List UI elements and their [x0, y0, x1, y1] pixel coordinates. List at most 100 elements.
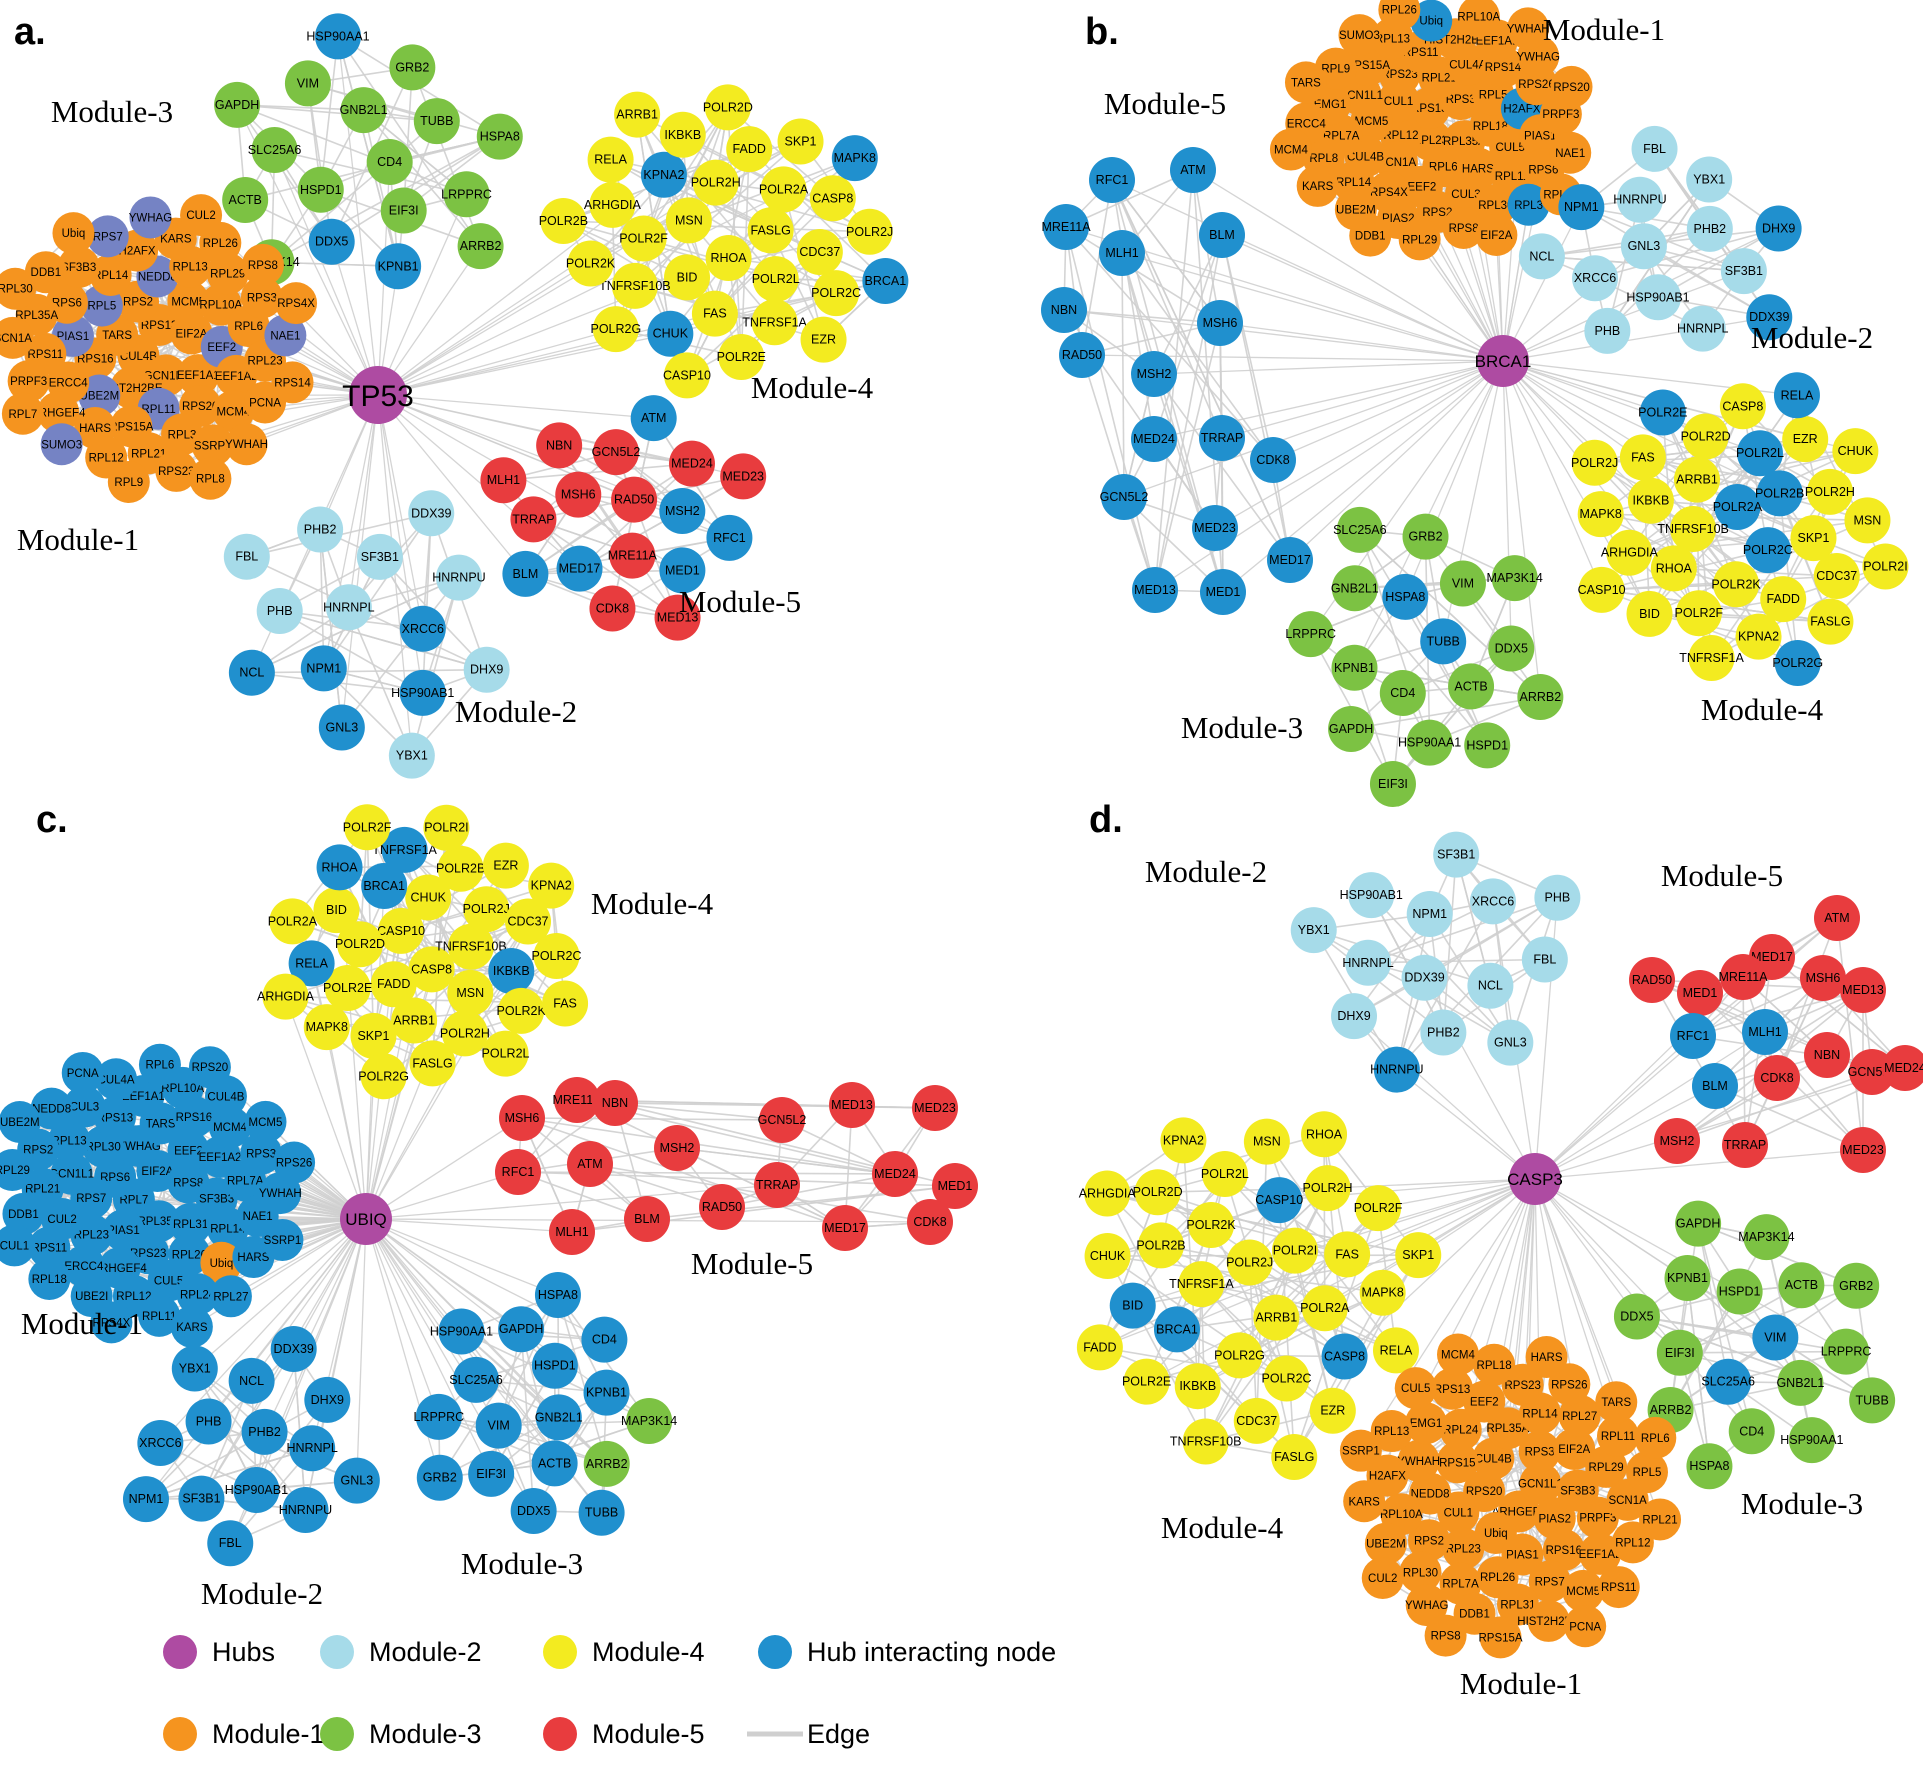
node-FAS: FAS: [1619, 434, 1666, 481]
node-label: BLM: [1702, 1079, 1728, 1093]
node-POLR2L: POLR2L: [482, 1030, 530, 1077]
node-VIM: VIM: [1752, 1314, 1799, 1361]
module-node-circle: [251, 126, 298, 173]
node-label: RPL27: [213, 1291, 248, 1303]
node-RPL18: RPL18: [1473, 1343, 1516, 1386]
module-node-circle: [1518, 1430, 1561, 1473]
node-label: RELA: [594, 153, 627, 167]
hub-interacting-node-circle: [240, 1132, 283, 1175]
module-node-circle: [1571, 439, 1618, 486]
panel-letter: a.: [14, 11, 46, 53]
node-MLH1: MLH1: [549, 1209, 595, 1255]
node-MSH6: MSH6: [499, 1095, 545, 1141]
node-label: NBN: [1814, 1048, 1840, 1062]
module-node-circle: [1457, 0, 1500, 38]
node-MED1: MED1: [1677, 970, 1723, 1016]
module-node-circle: [1675, 590, 1722, 637]
hub-interacting-node-circle: [261, 1218, 304, 1261]
module-node-circle: [718, 333, 765, 380]
module-node-circle: [1442, 1527, 1485, 1570]
node-MED23: MED23: [1192, 505, 1238, 551]
node-CDC37: CDC37: [796, 228, 843, 275]
node-label: PHB2: [248, 1425, 281, 1439]
node-label: POLR2A: [759, 182, 809, 196]
node-POLR2A: POLR2A: [1300, 1285, 1350, 1332]
node-FBL: FBL: [223, 533, 270, 580]
node-SLC25A6: SLC25A6: [248, 126, 301, 173]
hub-label: CASP3: [1507, 1170, 1563, 1189]
node-PIAS2: PIAS2: [1533, 1497, 1576, 1540]
node-MED1: MED1: [1200, 569, 1246, 615]
node-label: ATM: [1824, 911, 1849, 925]
node-POLR2D: POLR2D: [703, 84, 753, 131]
node-label: RPL10A: [199, 300, 242, 312]
node-label: SSRP1: [264, 1235, 302, 1247]
node-label: MSH6: [561, 488, 596, 502]
hub-interacting-node-circle: [228, 1357, 275, 1404]
node-label: DHX9: [1337, 1009, 1370, 1023]
node-label: EEF1A1: [122, 1091, 165, 1103]
node-MSH2: MSH2: [659, 487, 706, 534]
module-node-circle: [1528, 1560, 1571, 1603]
module-node-circle: [344, 804, 391, 851]
module-b-module-3: TUBB CD4 HSPA8 ACTB KPNB1 VIM HSP90AA1 GNB2L1 DD…: [1285, 506, 1564, 807]
node-RPL13: RPL13: [1370, 1410, 1413, 1453]
node-MED13: MED13: [829, 1082, 875, 1128]
hub-interacting-node-circle: [1250, 437, 1296, 483]
module-node-circle: [1595, 1381, 1638, 1424]
node-label: TARS: [102, 330, 132, 342]
node-label: UBE2M: [1366, 1539, 1406, 1551]
module-node-circle: [24, 251, 67, 294]
node-RPS11: RPS11: [1597, 1566, 1640, 1609]
node-label: KPNB1: [1667, 1271, 1708, 1285]
node-label: SCN1A: [1378, 157, 1417, 169]
module-node-circle: [241, 243, 284, 286]
node-label: POLR2E: [1122, 1375, 1171, 1389]
node-label: MSN: [675, 213, 703, 227]
legend-swatch-module4: [543, 1635, 577, 1669]
node-MED24: MED24: [1882, 1045, 1923, 1091]
node-HSP90AA1: HSP90AA1: [430, 1308, 493, 1355]
node-label: RPL14: [1336, 177, 1372, 189]
node-label: HNRNPU: [1370, 1063, 1423, 1077]
node-MED24: MED24: [668, 440, 715, 487]
node-POLR2C: POLR2C: [1743, 527, 1793, 574]
hub-node-CASP3: CASP3: [1507, 1153, 1563, 1205]
node-label: HNRNPL: [1342, 956, 1393, 970]
node-FAS: FAS: [1324, 1231, 1371, 1278]
hub-interacting-node-circle: [1089, 157, 1135, 203]
node-label: RPL6: [234, 321, 263, 333]
module-node-circle: [1473, 1343, 1516, 1386]
node-label: PCNA: [1569, 1621, 1601, 1633]
module-node-circle: [829, 1082, 875, 1128]
panel-a: CD4 HSPD1 GNB2L1 EIF3I SLC25A6 TUBB DDX5 VIM LRP…: [0, 11, 909, 779]
node-label: CDK8: [596, 601, 629, 615]
module-node-circle: [809, 175, 856, 222]
node-IKBKB: IKBKB: [1174, 1363, 1221, 1410]
node-label: GRB2: [1839, 1279, 1873, 1293]
module-d-module-3: VIM SLC25A6 HSPD1 GNB2L1 EIF3I ACTB CD4 KPNB1 LR…: [1613, 1200, 1896, 1490]
module-node-circle: [1728, 1408, 1775, 1455]
node-YWHAG: YWHAG: [129, 196, 172, 239]
node-label: CUL5: [1495, 142, 1524, 154]
node-RPL8: RPL8: [189, 457, 232, 500]
module-node-circle: [1439, 560, 1486, 607]
node-NBN: NBN: [1804, 1032, 1850, 1078]
node-label: MED23: [1842, 1143, 1884, 1157]
node-label: MRE11A: [1718, 970, 1768, 984]
node-EEF1A2: EEF1A2: [1579, 1532, 1621, 1575]
hub-interacting-node-circle: [475, 1402, 522, 1449]
hub-interacting-node-circle: [647, 310, 694, 357]
node-label: YWHAG: [117, 1141, 161, 1153]
node-label: MED24: [1133, 432, 1175, 446]
legend-swatch-module5: [543, 1717, 577, 1751]
node-label: LRPPRC: [413, 1410, 464, 1424]
module-node-circle: [1627, 477, 1674, 524]
node-MLH1: MLH1: [1099, 230, 1145, 276]
node-FASLG: FASLG: [1807, 598, 1854, 645]
node-label: POLR2C: [1743, 543, 1793, 557]
node-label: FAS: [1631, 450, 1655, 464]
node-label: HSP90AB1: [1626, 290, 1689, 304]
node-EZR: EZR: [482, 842, 529, 889]
node-DDX5: DDX5: [1488, 625, 1535, 672]
